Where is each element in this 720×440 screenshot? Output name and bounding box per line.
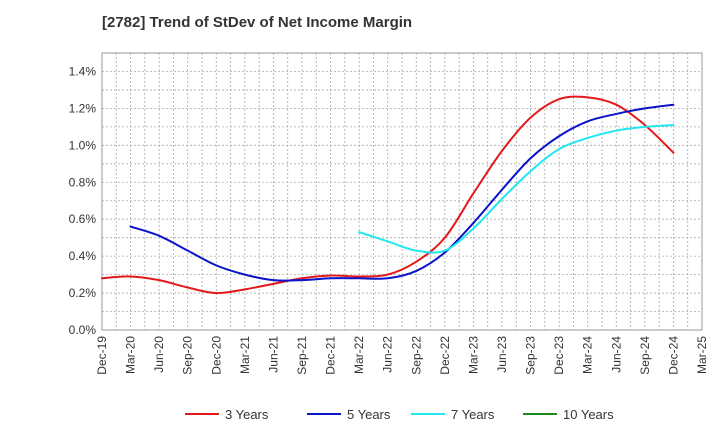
series-line-5-years (129, 103, 675, 282)
x-tick-label: Mar-23 (466, 336, 480, 374)
series-lines (101, 95, 675, 295)
legend-label-5-years: 5 Years (347, 407, 391, 422)
y-tick-label: 1.0% (69, 138, 97, 152)
x-tick-label: Mar-25 (695, 336, 709, 374)
x-tick-label: Dec-21 (324, 336, 338, 375)
x-tick-label: Sep-22 (409, 336, 423, 375)
x-tick-label: Mar-22 (352, 336, 366, 374)
legend-label-10-years: 10 Years (563, 407, 614, 422)
x-tick-label: Sep-21 (295, 336, 309, 375)
x-tick-label: Dec-23 (552, 336, 566, 375)
axes (101, 52, 703, 331)
grid (102, 53, 702, 330)
y-tick-label: 0.8% (69, 175, 97, 189)
x-tick-label: Jun-21 (266, 336, 280, 373)
y-tick-label: 0.4% (69, 249, 97, 263)
legend: 3 Years 5 Years 7 Years 10 Years (185, 407, 614, 422)
x-tick-label: Mar-20 (124, 336, 138, 374)
x-tick-label: Jun-24 (609, 336, 623, 373)
x-tick-label: Sep-20 (181, 336, 195, 375)
tick-labels: 0.0% 0.2% 0.4% 0.6% 0.8% 1.0% 1.2% 1.4% Dec-19 Ma… (69, 64, 709, 374)
series-line-3-years (101, 95, 675, 295)
x-tick-label: Sep-23 (524, 336, 538, 375)
legend-label-3-years: 3 Years (225, 407, 269, 422)
x-tick-label: Dec-20 (209, 336, 223, 375)
x-tick-label: Mar-24 (581, 336, 595, 374)
legend-label-7-years: 7 Years (451, 407, 495, 422)
plot-frame (101, 52, 703, 331)
chart-title: [2782] Trend of StDev of Net Income Marg… (102, 14, 413, 31)
x-tick-label: Dec-24 (666, 336, 680, 375)
x-tick-label: Dec-19 (95, 336, 109, 375)
y-tick-label: 0.0% (69, 323, 97, 337)
x-tick-label: Dec-22 (438, 336, 452, 375)
y-tick-label: 0.2% (69, 286, 97, 300)
x-tick-label: Jun-22 (381, 336, 395, 373)
series-line-7-years (358, 124, 675, 254)
y-tick-label: 1.4% (69, 64, 97, 78)
y-tick-label: 1.2% (69, 101, 97, 115)
y-tick-label: 0.6% (69, 212, 97, 226)
x-tick-label: Jun-20 (152, 336, 166, 373)
x-tick-label: Sep-24 (638, 336, 652, 375)
x-tick-label: Mar-21 (238, 336, 252, 374)
x-tick-label: Jun-23 (495, 336, 509, 373)
